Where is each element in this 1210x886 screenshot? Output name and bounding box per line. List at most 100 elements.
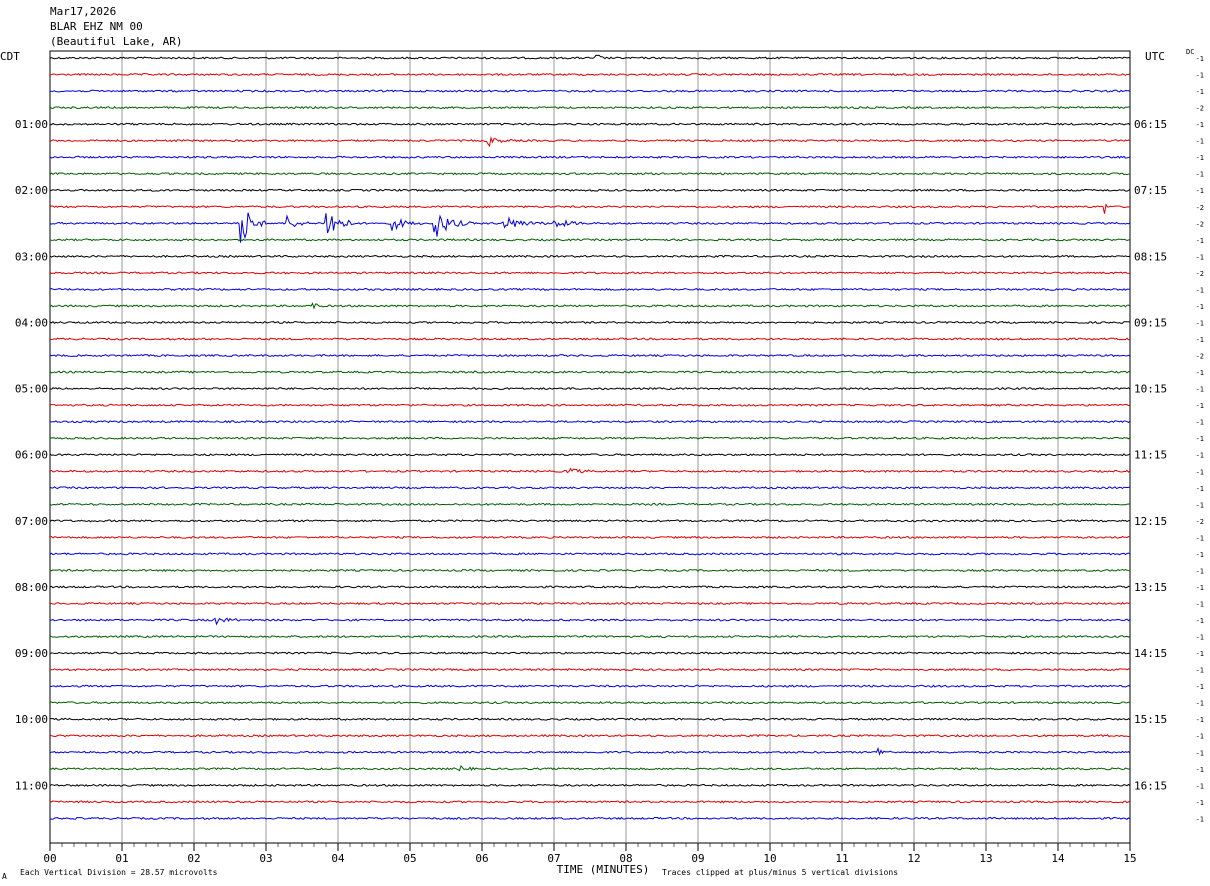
dc-offset-value: -1 bbox=[1196, 534, 1204, 542]
trace-row bbox=[49, 122, 1131, 126]
left-hour-label: 11:00 bbox=[15, 779, 48, 792]
left-hour-label: 10:00 bbox=[15, 713, 48, 726]
trace-row bbox=[49, 238, 1131, 242]
trace-row bbox=[49, 271, 1131, 275]
seismic-traces bbox=[49, 54, 1131, 820]
dc-offset-value: -1 bbox=[1196, 485, 1204, 493]
right-hour-label: 09:15 bbox=[1134, 316, 1167, 329]
dc-offset-value: -1 bbox=[1196, 815, 1204, 823]
dc-offset-value: -1 bbox=[1196, 72, 1204, 80]
trace-row bbox=[49, 188, 1131, 192]
dc-offset-value: -1 bbox=[1196, 799, 1204, 807]
dc-offset-value: -1 bbox=[1196, 700, 1204, 708]
dc-offset-value: -1 bbox=[1196, 634, 1204, 642]
dc-offset-value: -1 bbox=[1196, 468, 1204, 476]
trace-row bbox=[49, 155, 1131, 159]
trace-row bbox=[49, 585, 1131, 589]
trace-row bbox=[49, 717, 1131, 721]
trace-row bbox=[49, 746, 1131, 756]
dc-offset-value: -1 bbox=[1196, 452, 1204, 460]
dc-offset-value: -2 bbox=[1196, 353, 1204, 361]
x-tick-label: 05 bbox=[403, 852, 416, 865]
x-tick-label: 14 bbox=[1051, 852, 1065, 865]
right-hour-label: 11:15 bbox=[1134, 449, 1167, 462]
station-code: BLAR EHZ NM 00 bbox=[50, 20, 143, 33]
left-hour-label: 02:00 bbox=[15, 184, 48, 197]
dc-offset-header: DC bbox=[1186, 48, 1195, 56]
trace-row bbox=[49, 816, 1131, 820]
dc-offset-value: -1 bbox=[1196, 501, 1204, 509]
trace-row bbox=[49, 783, 1131, 787]
x-tick-label: 11 bbox=[835, 852, 848, 865]
left-hour-label: 08:00 bbox=[15, 581, 48, 594]
x-tick-label: 09 bbox=[691, 852, 704, 865]
trace-row bbox=[49, 172, 1131, 176]
dc-offset-value: -2 bbox=[1196, 220, 1204, 228]
left-hour-label: 03:00 bbox=[15, 250, 48, 263]
dc-offset-value: -2 bbox=[1196, 270, 1204, 278]
dc-offset-value: -1 bbox=[1196, 171, 1204, 179]
trace-row bbox=[49, 800, 1131, 804]
x-tick-label: 04 bbox=[331, 852, 345, 865]
trace-row bbox=[49, 420, 1131, 424]
right-hour-label: 13:15 bbox=[1134, 581, 1167, 594]
dc-offset-value: -1 bbox=[1196, 749, 1204, 757]
trace-row bbox=[49, 89, 1131, 93]
dc-offset-value: -1 bbox=[1196, 187, 1204, 195]
left-hour-label: 05:00 bbox=[15, 383, 48, 396]
dc-offset-value: -1 bbox=[1196, 584, 1204, 592]
dc-offset-value: -1 bbox=[1196, 386, 1204, 394]
dc-offset-value: -1 bbox=[1196, 551, 1204, 559]
trace-row bbox=[49, 684, 1131, 688]
x-axis-title: TIME (MINUTES) bbox=[557, 863, 650, 876]
right-hour-label: 12:15 bbox=[1134, 515, 1167, 528]
left-hour-label: 06:00 bbox=[15, 449, 48, 462]
dc-offset-value: -1 bbox=[1196, 154, 1204, 162]
trace-row bbox=[49, 287, 1131, 292]
trace-row bbox=[49, 651, 1131, 655]
right-hour-label: 06:15 bbox=[1134, 118, 1167, 131]
right-hour-label: 16:15 bbox=[1134, 779, 1167, 792]
dc-offset-value: -1 bbox=[1196, 319, 1204, 327]
trace-row bbox=[49, 535, 1131, 539]
dc-offset-value: -1 bbox=[1196, 286, 1204, 294]
right-timezone-label: UTC bbox=[1145, 50, 1165, 63]
trace-row bbox=[49, 136, 1131, 148]
trace-row bbox=[49, 353, 1131, 358]
dc-offset-value: -1 bbox=[1196, 237, 1204, 245]
trace-row bbox=[49, 436, 1131, 440]
plot-frame bbox=[49, 50, 1131, 844]
x-tick-label: 07 bbox=[547, 852, 560, 865]
trace-row bbox=[49, 764, 1131, 772]
dc-offset-value: -1 bbox=[1196, 782, 1204, 790]
dc-offset-value: -1 bbox=[1196, 716, 1204, 724]
trace-row bbox=[49, 54, 1131, 60]
right-hour-label: 08:15 bbox=[1134, 250, 1167, 263]
dc-offset-value: -1 bbox=[1196, 567, 1204, 575]
x-tick-label: 03 bbox=[259, 852, 272, 865]
minute-grid bbox=[49, 50, 1131, 851]
trace-row bbox=[49, 453, 1131, 457]
dc-offset-value: -1 bbox=[1196, 336, 1204, 344]
axis-labels: 00 01 02 03 04 05 06 07 08 09 10 11 12 13 14 15 TIME (MI… bbox=[15, 55, 1204, 876]
dc-offset-value: -1 bbox=[1196, 88, 1204, 96]
trace-row bbox=[49, 668, 1131, 672]
x-tick-label: 10 bbox=[763, 852, 776, 865]
trace-row bbox=[49, 403, 1131, 407]
dc-offset-value: -1 bbox=[1196, 303, 1204, 311]
trace-row bbox=[49, 734, 1131, 738]
trace-row bbox=[49, 552, 1131, 556]
clipping-note: Traces clipped at plus/minus 5 vertical … bbox=[662, 868, 899, 877]
dc-offset-value: -1 bbox=[1196, 766, 1204, 774]
dc-offset-value: -1 bbox=[1196, 121, 1204, 129]
dc-offset-value: -1 bbox=[1196, 683, 1204, 691]
trace-row bbox=[49, 617, 1131, 626]
left-hour-label: 01:00 bbox=[15, 118, 48, 131]
trace-row bbox=[49, 254, 1131, 258]
corner-mark: A bbox=[2, 872, 7, 881]
x-tick-label: 02 bbox=[187, 852, 200, 865]
x-tick-label: 01 bbox=[115, 852, 128, 865]
trace-row bbox=[49, 337, 1131, 341]
dc-offset-value: -1 bbox=[1196, 253, 1204, 261]
trace-row bbox=[49, 601, 1131, 606]
